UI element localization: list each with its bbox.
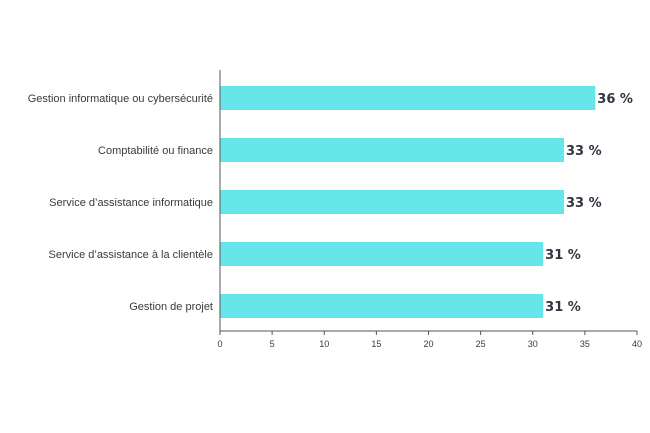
value-label: 33 % (566, 144, 602, 159)
x-tick-label: 30 (528, 339, 538, 349)
x-tick-label: 20 (423, 339, 433, 349)
category-label: Gestion informatique ou cybersécurité (28, 93, 213, 105)
bar (220, 294, 544, 318)
bars-layer (220, 86, 596, 318)
x-tick-label: 40 (632, 339, 642, 349)
value-label: 31 % (545, 248, 581, 263)
category-label: Comptabilité ou finance (98, 145, 213, 157)
category-label: Service d’assistance à la clientèle (49, 249, 213, 261)
bar (220, 86, 596, 110)
bar (220, 242, 544, 266)
x-tick-label: 25 (476, 339, 486, 349)
value-label: 33 % (566, 196, 602, 211)
labels-layer: Gestion informatique ou cybersécurité 36 … (28, 92, 633, 315)
x-tick-label: 10 (319, 339, 329, 349)
x-tick-label: 35 (580, 339, 590, 349)
x-tick-label: 15 (371, 339, 381, 349)
axes-layer: 0 5 10 15 20 25 30 35 40 (217, 70, 642, 349)
value-label: 31 % (545, 300, 581, 315)
x-tick-label: 5 (270, 339, 275, 349)
bar (220, 138, 565, 162)
x-tick-label: 0 (217, 339, 222, 349)
category-label: Service d’assistance informatique (49, 197, 213, 209)
bar (220, 190, 565, 214)
value-label: 36 % (597, 92, 633, 107)
category-label: Gestion de projet (129, 301, 213, 313)
